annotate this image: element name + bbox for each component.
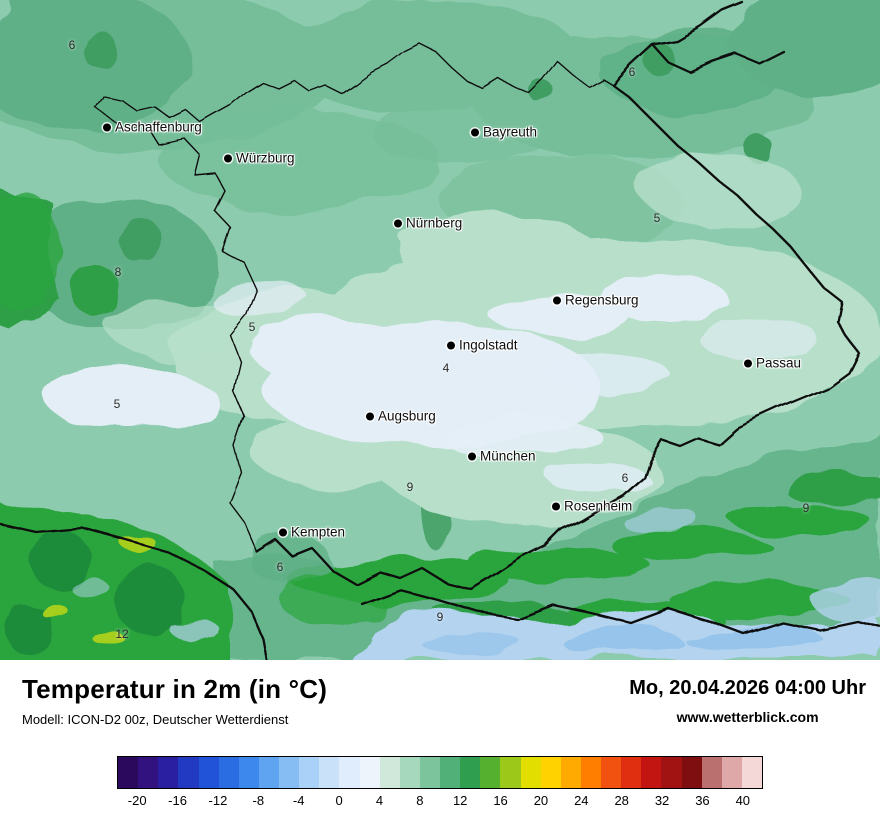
colorbar-segment [540, 757, 561, 788]
colorbar [117, 756, 763, 789]
colorbar-tick-label: -4 [292, 793, 305, 808]
colorbar-segment [480, 757, 501, 788]
colorbar-segment [641, 757, 662, 788]
colorbar-segment [258, 757, 279, 788]
southwest-green-region [0, 501, 230, 660]
panel-right: Mo, 20.04.2026 04:00 Uhr www.wetterblick… [629, 674, 866, 725]
legend-panel: Temperatur in 2m (in °C) Modell: ICON-D2… [0, 660, 880, 830]
temperature-map: Aschaffenburg Würzburg Bayreuth Nürnberg Reg… [0, 0, 880, 660]
colorbar-segment [681, 757, 702, 788]
border-lines [0, 0, 880, 660]
colorbar-segment [621, 757, 642, 788]
colorbar-tick-label: 40 [735, 793, 751, 808]
colorbar-tick-label: 8 [416, 793, 424, 808]
colorbar-segment [440, 757, 461, 788]
colorbar-tick-label: 24 [574, 793, 589, 808]
panel-left: Temperatur in 2m (in °C) Modell: ICON-D2… [22, 674, 327, 727]
colorbar-tick-label: 28 [614, 793, 629, 808]
colorbar-segment [601, 757, 622, 788]
colorbar-tick-label: -12 [208, 793, 228, 808]
colorbar-segment [460, 757, 481, 788]
panel-header: Temperatur in 2m (in °C) Modell: ICON-D2… [0, 660, 880, 727]
colorbar-segment [560, 757, 581, 788]
state-border [95, 43, 613, 553]
colorbar-segment [721, 757, 742, 788]
border-southwest [0, 522, 269, 660]
colorbar-tick-label: 36 [695, 793, 710, 808]
colorbar-segment [661, 757, 682, 788]
cold-pale-regions [45, 278, 820, 494]
national-border-east-south [255, 82, 860, 592]
colorbar-tick-label: -16 [168, 793, 187, 808]
colorbar-tick-label: 4 [375, 793, 384, 808]
colorbar-segment [178, 757, 199, 788]
colorbar-tick-label: 32 [654, 793, 670, 808]
colorbar-segment [701, 757, 722, 788]
colorbar-segment [500, 757, 521, 788]
colorbar-segment [138, 757, 159, 788]
website-url: www.wetterblick.com [676, 709, 819, 725]
colorbar-segment [279, 757, 300, 788]
national-border-northeast-branch [650, 42, 786, 74]
colorbar-segment [419, 757, 440, 788]
colorbar-segment [580, 757, 601, 788]
forecast-datetime: Mo, 20.04.2026 04:00 Uhr [629, 677, 866, 699]
border-alps-crest [360, 588, 880, 636]
colorbar-segment [741, 757, 762, 788]
colorbar-segment [319, 757, 340, 788]
temperature-field-svg [0, 0, 880, 660]
colorbar-segment [339, 757, 360, 788]
colorbar-tick-label: 12 [452, 793, 468, 808]
colorbar-segment [118, 757, 139, 788]
colorbar-segment [399, 757, 420, 788]
colorbar-wrap: -20 -16 -12 -8 -4 0 4 8 12 16 20 24 28 32 36 40 [117, 756, 763, 811]
colorbar-segment [359, 757, 380, 788]
national-border-northeast [610, 0, 744, 86]
colorbar-tick-label: -20 [127, 793, 147, 808]
colorbar-segment [520, 757, 541, 788]
colorbar-tick-label: 20 [533, 793, 549, 808]
colorbar-segment [299, 757, 320, 788]
colorbar-labels: -20 -16 -12 -8 -4 0 4 8 12 16 20 24 28 32 36 40 [117, 793, 763, 811]
colorbar-segment [198, 757, 219, 788]
model-info: Modell: ICON-D2 00z, Deutscher Wetterdie… [22, 712, 289, 727]
page-title: Temperatur in 2m (in °C) [22, 674, 328, 704]
colorbar-segment [379, 757, 400, 788]
colorbar-tick-label: 0 [335, 793, 343, 808]
colorbar-tick-label: -8 [252, 793, 265, 808]
colorbar-segment [238, 757, 259, 788]
colorbar-segment [218, 757, 239, 788]
colorbar-tick-label: 16 [493, 793, 508, 808]
colorbar-segment [158, 757, 179, 788]
